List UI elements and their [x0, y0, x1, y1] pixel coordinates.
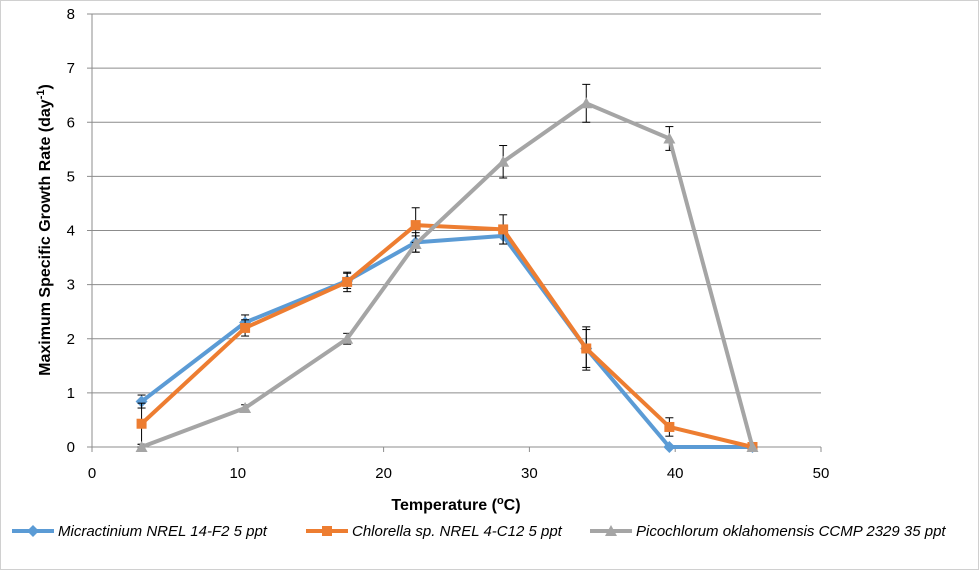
- data-point: [240, 322, 251, 333]
- axes: [87, 13, 822, 452]
- y-tick-labels: 0 1 2 3 4 5 6 7 8: [67, 6, 75, 456]
- x-tick-label: 30: [521, 465, 538, 482]
- series-line: [140, 233, 753, 449]
- series-line: [140, 223, 753, 449]
- legend-item: Picochlorum oklahomensis CCMP 2329 35 pp…: [590, 523, 946, 540]
- data-point: [135, 441, 148, 452]
- x-tick-label: 0: [88, 465, 96, 482]
- x-tick-label: 20: [375, 465, 392, 482]
- data-point: [410, 220, 421, 231]
- legend-item: Chlorella sp. NREL 4-C12 5 ppt: [306, 523, 563, 540]
- gridlines: [92, 13, 821, 448]
- data-point: [664, 421, 675, 432]
- y-tick-label: 8: [67, 6, 75, 23]
- data-point: [581, 343, 592, 354]
- data-point: [239, 402, 252, 414]
- x-axis-title: Temperature (oC): [391, 495, 520, 514]
- data-point: [497, 155, 510, 167]
- y-tick-label: 5: [67, 168, 75, 185]
- legend-item: Micractinium NREL 14-F2 5 ppt: [12, 523, 268, 540]
- series-line: [140, 101, 755, 449]
- y-tick-label: 6: [67, 114, 75, 131]
- series-group: [135, 83, 759, 453]
- y-tick-label: 7: [67, 60, 75, 77]
- data-point: [746, 441, 759, 452]
- legend-swatch-marker: [27, 525, 39, 537]
- y-tick-label: 4: [67, 223, 75, 240]
- y-axis-title: Maximum Specific Growth Rate (day-1): [35, 84, 54, 376]
- data-point: [135, 395, 148, 408]
- legend-swatch-marker: [322, 526, 332, 536]
- legend-label: Chlorella sp. NREL 4-C12 5 ppt: [352, 523, 563, 540]
- y-tick-label: 1: [67, 385, 75, 402]
- y-tick-label: 2: [67, 331, 75, 348]
- legend: Micractinium NREL 14-F2 5 ppt Chlorella s…: [12, 523, 946, 540]
- legend-label: Picochlorum oklahomensis CCMP 2329 35 pp…: [636, 523, 946, 540]
- x-tick-label: 50: [813, 465, 830, 482]
- data-point: [663, 441, 676, 453]
- series-3: [135, 83, 759, 452]
- data-point: [341, 332, 354, 344]
- x-tick-label: 10: [229, 465, 246, 482]
- data-point: [580, 97, 593, 109]
- data-point: [342, 276, 353, 287]
- data-point: [409, 238, 422, 250]
- y-tick-label: 0: [67, 439, 75, 456]
- x-tick-label: 40: [667, 465, 684, 482]
- legend-swatch-marker: [605, 525, 617, 536]
- data-point: [498, 224, 509, 235]
- data-point: [136, 418, 147, 429]
- data-point: [663, 132, 676, 144]
- legend-label: Micractinium NREL 14-F2 5 ppt: [58, 523, 268, 540]
- x-tick-labels: 0 10 20 30 40 50: [88, 465, 830, 482]
- y-tick-label: 3: [67, 277, 75, 294]
